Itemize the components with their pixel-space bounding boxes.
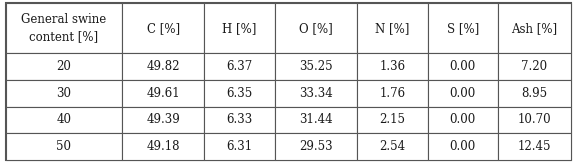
Bar [357, 133, 428, 160]
Text: 49.39: 49.39 [147, 113, 180, 126]
Bar [6, 133, 122, 160]
Text: 49.18: 49.18 [147, 140, 180, 153]
Bar [204, 107, 275, 133]
Text: 2.15: 2.15 [380, 113, 406, 126]
Bar [122, 80, 204, 107]
Text: 29.53: 29.53 [299, 140, 333, 153]
Text: S [%]: S [%] [447, 22, 479, 35]
Bar [6, 3, 122, 53]
Text: C [%]: C [%] [147, 22, 180, 35]
Bar [428, 80, 498, 107]
Bar [428, 3, 498, 53]
Text: N [%]: N [%] [375, 22, 410, 35]
Text: 6.31: 6.31 [227, 140, 253, 153]
Text: 0.00: 0.00 [449, 113, 476, 126]
Bar [275, 3, 357, 53]
Bar [498, 3, 571, 53]
Bar [275, 133, 357, 160]
Bar [204, 53, 275, 80]
Text: 40: 40 [57, 113, 72, 126]
Text: 1.76: 1.76 [379, 87, 406, 100]
Text: 35.25: 35.25 [299, 60, 333, 73]
Text: 30: 30 [57, 87, 72, 100]
Bar [498, 133, 571, 160]
Text: O [%]: O [%] [299, 22, 333, 35]
Text: 31.44: 31.44 [299, 113, 333, 126]
Text: 7.20: 7.20 [522, 60, 548, 73]
Text: 33.34: 33.34 [299, 87, 333, 100]
Bar [122, 133, 204, 160]
Bar [122, 3, 204, 53]
Bar [275, 80, 357, 107]
Bar [204, 3, 275, 53]
Text: 49.61: 49.61 [147, 87, 180, 100]
Bar [498, 107, 571, 133]
Bar [6, 53, 122, 80]
Text: 0.00: 0.00 [449, 87, 476, 100]
Bar [498, 80, 571, 107]
Bar [204, 80, 275, 107]
Bar [6, 80, 122, 107]
Bar [357, 80, 428, 107]
Text: 0.00: 0.00 [449, 60, 476, 73]
Bar [6, 107, 122, 133]
Text: 8.95: 8.95 [522, 87, 548, 100]
Bar [428, 133, 498, 160]
Text: 50: 50 [57, 140, 72, 153]
Bar [357, 107, 428, 133]
Text: 6.35: 6.35 [226, 87, 253, 100]
Text: 49.82: 49.82 [147, 60, 180, 73]
Bar [122, 107, 204, 133]
Text: 20: 20 [57, 60, 72, 73]
Bar [357, 53, 428, 80]
Bar [122, 53, 204, 80]
Text: 6.33: 6.33 [226, 113, 253, 126]
Bar [275, 107, 357, 133]
Text: 0.00: 0.00 [449, 140, 476, 153]
Bar [428, 107, 498, 133]
Text: 6.37: 6.37 [226, 60, 253, 73]
Bar [498, 53, 571, 80]
Bar [428, 53, 498, 80]
Text: 2.54: 2.54 [379, 140, 406, 153]
Text: H [%]: H [%] [222, 22, 257, 35]
Text: Ash [%]: Ash [%] [511, 22, 557, 35]
Text: General swine
content [%]: General swine content [%] [21, 13, 107, 43]
Bar [204, 133, 275, 160]
Bar [357, 3, 428, 53]
Text: 12.45: 12.45 [518, 140, 551, 153]
Text: 1.36: 1.36 [379, 60, 406, 73]
Text: 10.70: 10.70 [518, 113, 552, 126]
Bar [275, 53, 357, 80]
